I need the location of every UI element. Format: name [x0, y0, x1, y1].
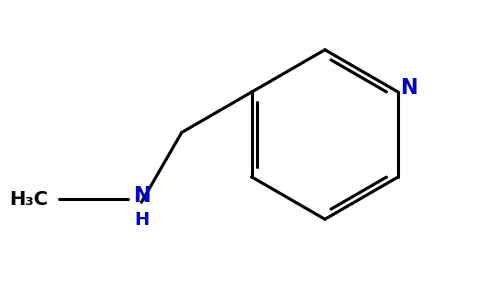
Text: H: H: [134, 211, 149, 229]
Text: N: N: [400, 78, 417, 98]
Text: N: N: [133, 186, 150, 206]
Text: H₃C: H₃C: [10, 190, 48, 208]
